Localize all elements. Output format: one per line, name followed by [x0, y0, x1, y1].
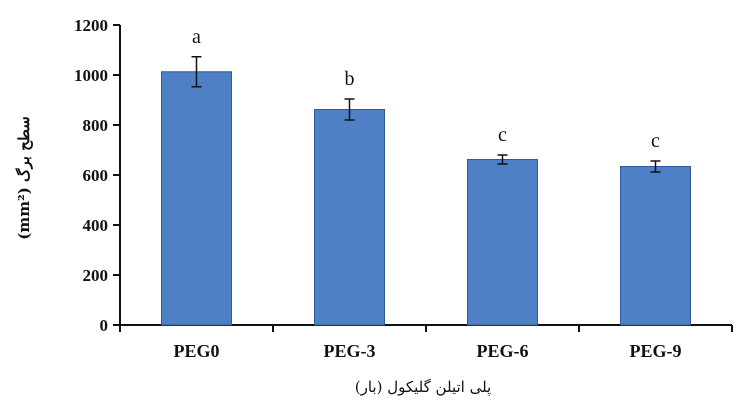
bars: a b c c	[161, 26, 691, 326]
x-axis-title: پلی اتیلن گلیکول (بار)	[355, 378, 491, 396]
x-tick-label: PEG-3	[324, 341, 376, 361]
y-tick-label: 1000	[74, 66, 108, 85]
y-axis: 0 200 400 600 800 1000 1200	[74, 16, 121, 335]
significance-label: c	[498, 124, 507, 146]
y-tick-label: 600	[83, 166, 109, 185]
bar	[620, 166, 691, 326]
y-tick-label: 0	[100, 316, 109, 335]
y-tick-label: 400	[83, 216, 109, 235]
bar	[314, 109, 385, 326]
y-tick-label: 800	[83, 116, 109, 135]
bar	[161, 71, 232, 326]
x-tick-label: PEG-6	[477, 341, 529, 361]
bar	[467, 159, 538, 326]
x-tick-label: PEG0	[173, 341, 219, 361]
y-tick-label: 200	[83, 266, 109, 285]
y-tick-label: 1200	[74, 16, 108, 35]
y-axis-title: سطح برگ (mm²)	[15, 116, 33, 239]
significance-label: c	[651, 130, 660, 152]
significance-label: a	[192, 26, 201, 48]
x-axis: PEG0 PEG-3 PEG-6 PEG-9	[119, 324, 733, 361]
significance-label: b	[345, 68, 355, 90]
x-tick-label: PEG-9	[630, 341, 682, 361]
